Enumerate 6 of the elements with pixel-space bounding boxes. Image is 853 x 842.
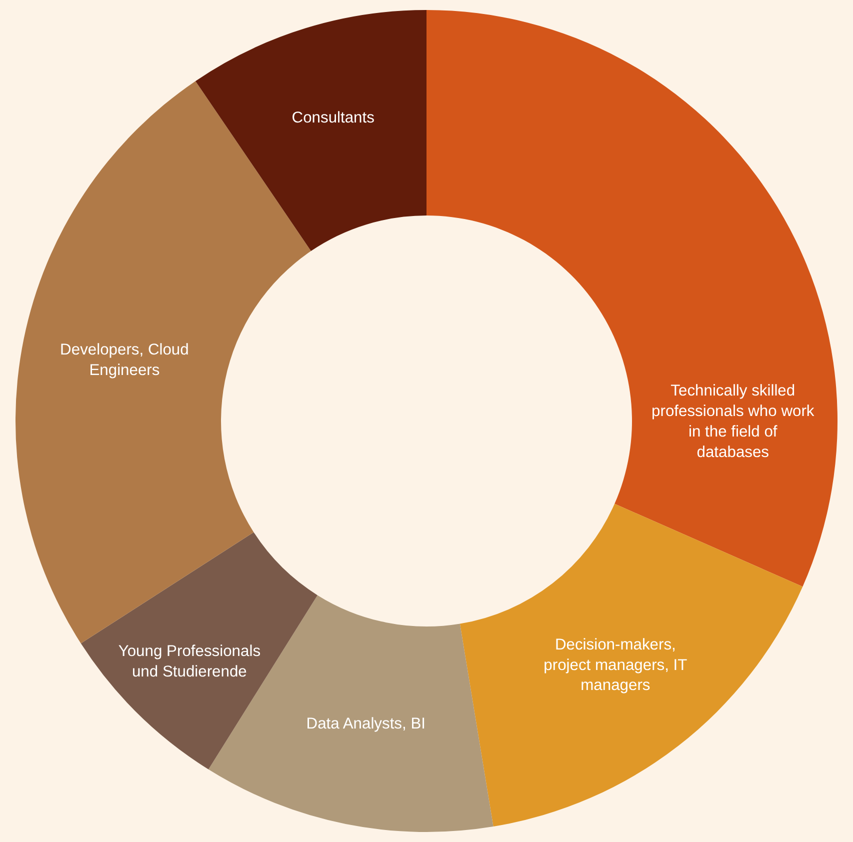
slice-label: Developers, Cloud Engineers	[60, 341, 189, 379]
slice-label: Consultants	[292, 110, 375, 127]
slice-label: Technically skilled professionals who work in the field of databases	[652, 382, 814, 461]
slice-label: Young Professionals und Studierende	[118, 643, 261, 680]
slice-label: Decision-makers, project managers, IT managers	[544, 636, 688, 694]
slice-label: Data Analysts, BI	[306, 715, 426, 732]
